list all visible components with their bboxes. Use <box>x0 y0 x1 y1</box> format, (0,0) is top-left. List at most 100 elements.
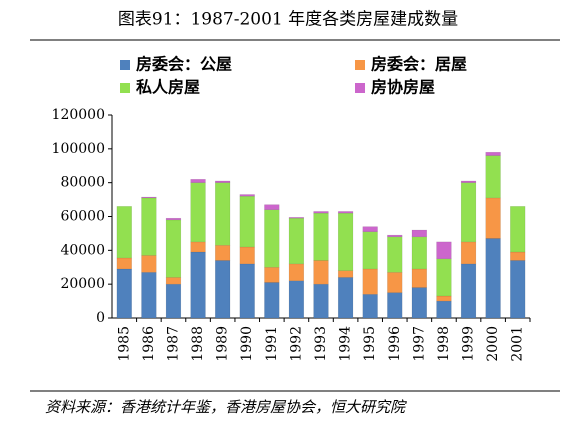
bar-segment <box>313 211 329 214</box>
x-tick-label: 1995 <box>362 326 378 362</box>
legend-swatch <box>355 60 365 70</box>
bar-segment <box>288 280 305 319</box>
bar-segment <box>288 217 305 219</box>
bar-segment <box>411 268 427 288</box>
bar-segment <box>337 212 354 271</box>
x-tick-label: 1992 <box>288 326 304 362</box>
bar-segment <box>141 272 157 319</box>
x-tick-label: 2001 <box>510 326 526 362</box>
bar-segment <box>116 257 132 270</box>
bar-segment <box>264 267 280 283</box>
y-tick-label: 20000 <box>60 276 105 292</box>
bar-segment <box>313 212 329 261</box>
x-tick-label: 1994 <box>338 326 354 362</box>
legend-label: 房委会：居屋 <box>371 55 467 74</box>
x-tick-label: 1985 <box>116 326 132 362</box>
x-tick-label: 1998 <box>436 326 452 362</box>
bar-segment <box>215 260 231 319</box>
bar-segment <box>411 287 427 319</box>
bar-segment <box>485 238 501 319</box>
bar-segment <box>510 251 526 261</box>
bar-segment <box>165 283 182 319</box>
bar-segment <box>485 155 501 199</box>
bar-segment <box>141 255 157 273</box>
bar-segment <box>387 292 403 319</box>
bar-segment <box>460 182 477 243</box>
bar-segment <box>239 194 255 197</box>
y-tick-label: 40000 <box>60 242 105 258</box>
bar-segment <box>411 236 427 270</box>
bar-segment <box>510 206 526 253</box>
bar-segment <box>387 234 403 238</box>
y-tick-label: 60000 <box>60 209 105 225</box>
bar-segment <box>411 229 427 238</box>
bar-segment <box>436 258 452 297</box>
bar-segment <box>485 151 501 156</box>
legend-label: 房委会：公屋 <box>136 55 232 74</box>
bar-segment <box>436 295 452 302</box>
x-tick-label: 1987 <box>165 326 181 362</box>
x-tick-label: 1999 <box>461 326 477 362</box>
bar-segment <box>460 263 477 319</box>
bar-segment <box>362 226 378 232</box>
y-tick-label: 120000 <box>52 107 105 123</box>
bar-segment <box>337 277 354 319</box>
bar-segment <box>362 231 378 270</box>
bar-segment <box>313 283 329 319</box>
bar-segment <box>215 182 231 246</box>
bar-segment <box>362 268 378 295</box>
bar-segment <box>190 179 206 183</box>
bar-segment <box>387 236 403 273</box>
legend-label: 房协房屋 <box>371 78 435 97</box>
bar-segment <box>313 260 329 285</box>
x-tick-label: 1989 <box>215 326 231 362</box>
bar-segment <box>264 282 280 319</box>
bar-segment <box>190 251 206 319</box>
legend-swatch <box>355 83 365 93</box>
legend-label: 私人房屋 <box>136 78 200 97</box>
bar-segment <box>460 180 477 183</box>
bar-segment <box>215 245 231 261</box>
x-tick-label: 1996 <box>387 326 403 362</box>
bar-segment <box>116 268 132 319</box>
source: 资料来源：香港统计年鉴，香港房屋协会，恒大研究院 <box>45 398 407 416</box>
bar-segment <box>165 277 182 285</box>
bar-segment <box>116 206 132 259</box>
bar-segment <box>264 209 280 268</box>
bar-segment <box>239 263 255 319</box>
bar-segment <box>215 180 231 183</box>
bar-segment <box>337 270 354 278</box>
bar-segment <box>190 241 206 253</box>
bar-segment <box>141 196 157 199</box>
bar-segment <box>436 300 452 319</box>
x-tick-label: 1993 <box>313 326 329 362</box>
legend-swatch <box>120 83 130 93</box>
bar-segment <box>510 260 526 319</box>
x-tick-label: 1988 <box>190 326 206 362</box>
bar-segment <box>239 246 255 265</box>
bar-segment <box>165 219 182 278</box>
bar-segment <box>165 217 182 221</box>
bar-segment <box>485 197 501 239</box>
bar-segment <box>387 272 403 293</box>
bar-segment <box>362 294 378 319</box>
x-tick-label: 2000 <box>485 326 501 362</box>
bar-segment <box>141 197 157 256</box>
bar-segment <box>337 211 354 214</box>
x-tick-label: 1986 <box>141 326 157 362</box>
x-tick-label: 1997 <box>411 326 427 362</box>
bar-segment <box>288 263 305 282</box>
bar-segment <box>190 182 206 243</box>
bar-segment <box>460 241 477 265</box>
y-tick-label: 100000 <box>52 141 105 157</box>
bar-segment <box>288 217 305 265</box>
bar-segment <box>264 204 280 210</box>
x-tick-label: 1990 <box>239 326 255 362</box>
chart-title: 图表91：1987-2001 年度各类房屋建成数量 <box>118 10 458 30</box>
bar-segment <box>239 195 255 248</box>
legend-swatch <box>120 60 130 70</box>
y-tick-label: 0 <box>96 310 105 326</box>
bar-segment <box>436 241 452 260</box>
x-tick-label: 1991 <box>264 326 280 362</box>
